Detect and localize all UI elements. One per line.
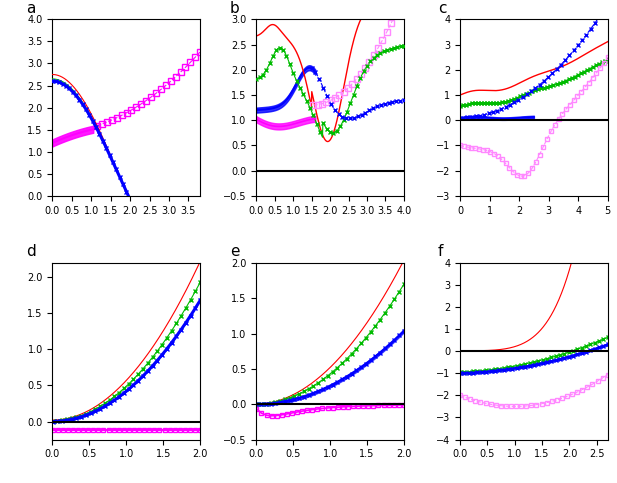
- Text: c: c: [438, 1, 447, 16]
- Text: a: a: [26, 1, 35, 16]
- Text: b: b: [230, 1, 239, 16]
- Text: d: d: [26, 244, 36, 259]
- Text: f: f: [438, 244, 443, 259]
- Text: e: e: [230, 244, 239, 259]
